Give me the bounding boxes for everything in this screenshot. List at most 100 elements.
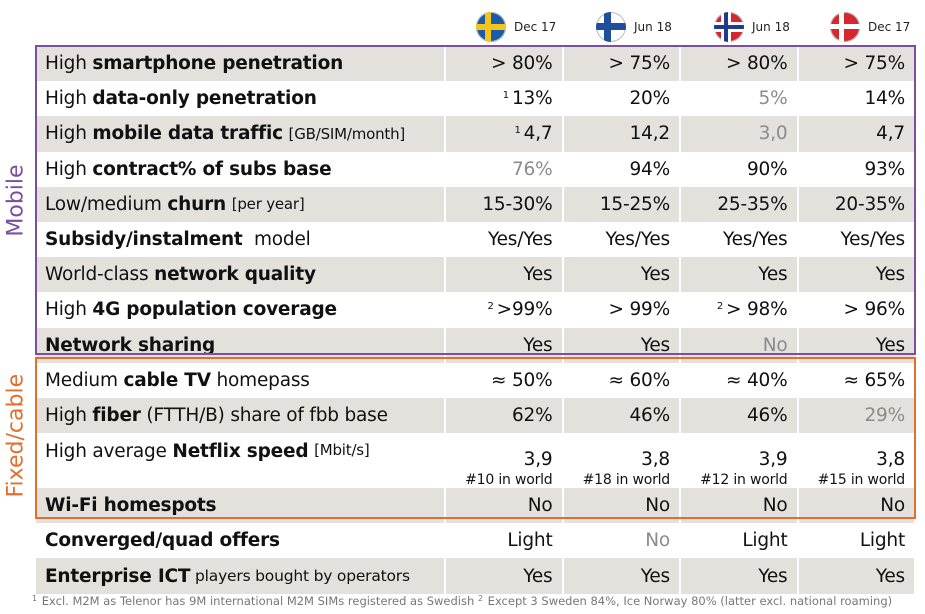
value-main: 94% <box>629 159 670 180</box>
value-cell: 90% <box>681 151 799 187</box>
value-text: 76% <box>511 158 553 180</box>
row-label-post: of subs base <box>196 158 332 180</box>
value-main: 29% <box>864 405 905 426</box>
table-row: High mobile data traffic [GB/SIM/month] 1… <box>36 116 916 152</box>
value-text: No <box>762 495 788 517</box>
row-label-bold: Network sharing <box>45 334 216 356</box>
value-text: Yes <box>523 264 553 286</box>
row-label: Low/medium churn [per year] <box>36 186 446 222</box>
value-cell: 5% <box>681 81 799 117</box>
value-cell: No <box>798 488 916 524</box>
value-text: Yes <box>640 565 670 587</box>
value-main: > 80% <box>491 53 553 74</box>
value-main: 62% <box>512 405 553 426</box>
value-text: Yes <box>758 565 788 587</box>
value-cell: > 80% <box>681 46 799 82</box>
value-text: 90% <box>746 158 788 180</box>
value-cell: Light <box>798 523 916 559</box>
value-text: ≈ 50% <box>490 369 553 391</box>
value-text: Yes <box>875 264 905 286</box>
table-row: Converged/quad offers Light No Light Light <box>36 523 916 559</box>
mobile-section-label: Mobile <box>3 164 29 237</box>
value-cell: 93% <box>798 151 916 187</box>
row-label-pre: High <box>45 299 93 321</box>
value-rank: #15 in world <box>817 472 906 489</box>
sweden-flag-icon <box>476 12 506 42</box>
value-main: 20% <box>629 88 670 109</box>
value-main: 15-30% <box>482 194 552 215</box>
value-text: > 75% <box>608 53 670 75</box>
value-cell: 15-25% <box>563 186 681 222</box>
footnote: 1 Excl. M2M as Telenor has 9M internatio… <box>32 594 892 608</box>
finland-flag-icon <box>596 12 626 42</box>
value-text: > 80% <box>490 53 553 75</box>
value-main: 46% <box>629 405 670 426</box>
value-text: Yes <box>640 334 670 356</box>
value-cell: 3,9 #12 in world <box>681 433 799 489</box>
value-cell: ≈ 65% <box>798 362 916 398</box>
value-text: 29% <box>864 404 905 426</box>
table-row: World-class network quality Yes Yes Yes Yes <box>36 257 916 293</box>
row-label-bold: contract% <box>92 158 197 180</box>
header-norway: Jun 18 <box>714 8 790 46</box>
value-main: 93% <box>864 159 905 180</box>
value-text: Yes <box>523 334 553 356</box>
value-cell: Light <box>681 523 799 559</box>
row-label-pre: High <box>45 53 93 75</box>
value-main: Yes/Yes <box>488 229 553 250</box>
value-text: 3,8 <box>876 449 905 471</box>
value-main: ≈ 40% <box>726 370 788 391</box>
footnote-marker: 2 <box>716 301 723 313</box>
header-date: Dec 17 <box>868 20 911 34</box>
value-cell: 1 4,7 <box>446 116 564 152</box>
value-text: No <box>645 495 670 517</box>
row-label: World-class network quality <box>36 257 446 293</box>
header-finland: Jun 18 <box>596 8 672 46</box>
table-row: High contract% of subs base 76% 94% 90% 93% <box>36 151 916 187</box>
row-label-pre: World-class <box>45 264 155 286</box>
row-label-pre: High <box>45 158 93 180</box>
value-text: Yes <box>758 264 788 286</box>
value-text: 3,0 <box>758 123 788 145</box>
value-main: 2 > 98% <box>717 299 788 320</box>
value-text: 13% <box>511 88 553 110</box>
table-row: High smartphone penetration > 80% > 75% > 8… <box>36 46 916 82</box>
value-main: No <box>763 495 788 516</box>
value-text: 93% <box>864 158 905 180</box>
table-row: High data-only penetration 1 13% 20% 5% 14% <box>36 81 916 117</box>
value-text: Yes <box>640 264 670 286</box>
value-cell: Yes/Yes <box>681 221 799 258</box>
value-cell: No <box>563 523 681 559</box>
row-label: Enterprise ICT players bought by operato… <box>36 558 446 594</box>
value-main: Light <box>507 530 552 551</box>
value-cell: Yes <box>563 327 681 363</box>
row-label-pre: High <box>45 88 93 110</box>
value-main: 46% <box>747 405 788 426</box>
value-rank: #12 in world <box>700 472 788 489</box>
table-row: Network sharing Yes Yes No Yes <box>36 327 916 363</box>
footnote-marker: 1 <box>514 125 521 137</box>
value-text: ≈ 65% <box>843 369 905 391</box>
value-cell: Yes <box>798 327 916 363</box>
row-label: High average Netflix speed [Mbit/s] <box>36 433 446 489</box>
row-label-bold: Netflix speed <box>172 441 309 463</box>
value-main: Yes <box>523 264 552 285</box>
row-label-bold: churn <box>167 193 226 215</box>
value-text: Yes/Yes <box>605 229 670 251</box>
header-date: Dec 17 <box>514 20 557 34</box>
fixed-section-label: Fixed/cable <box>3 373 29 498</box>
value-cell: 62% <box>446 397 564 434</box>
value-cell: No <box>563 488 681 524</box>
value-cell: Yes <box>681 558 799 594</box>
value-cell: 20-35% <box>798 186 916 222</box>
value-cell: 2 >99% <box>446 292 564 328</box>
row-label: Wi-Fi homespots <box>36 488 446 524</box>
table-row: Wi-Fi homespots No No No No <box>36 488 916 524</box>
norway-flag-icon <box>714 12 744 42</box>
value-text: 4,7 <box>523 123 553 145</box>
value-rank: #18 in world <box>582 472 671 489</box>
value-text: Light <box>742 530 788 552</box>
value-main: Yes <box>523 335 552 356</box>
row-label: High data-only penetration <box>36 81 446 117</box>
value-main: ≈ 65% <box>843 370 905 391</box>
